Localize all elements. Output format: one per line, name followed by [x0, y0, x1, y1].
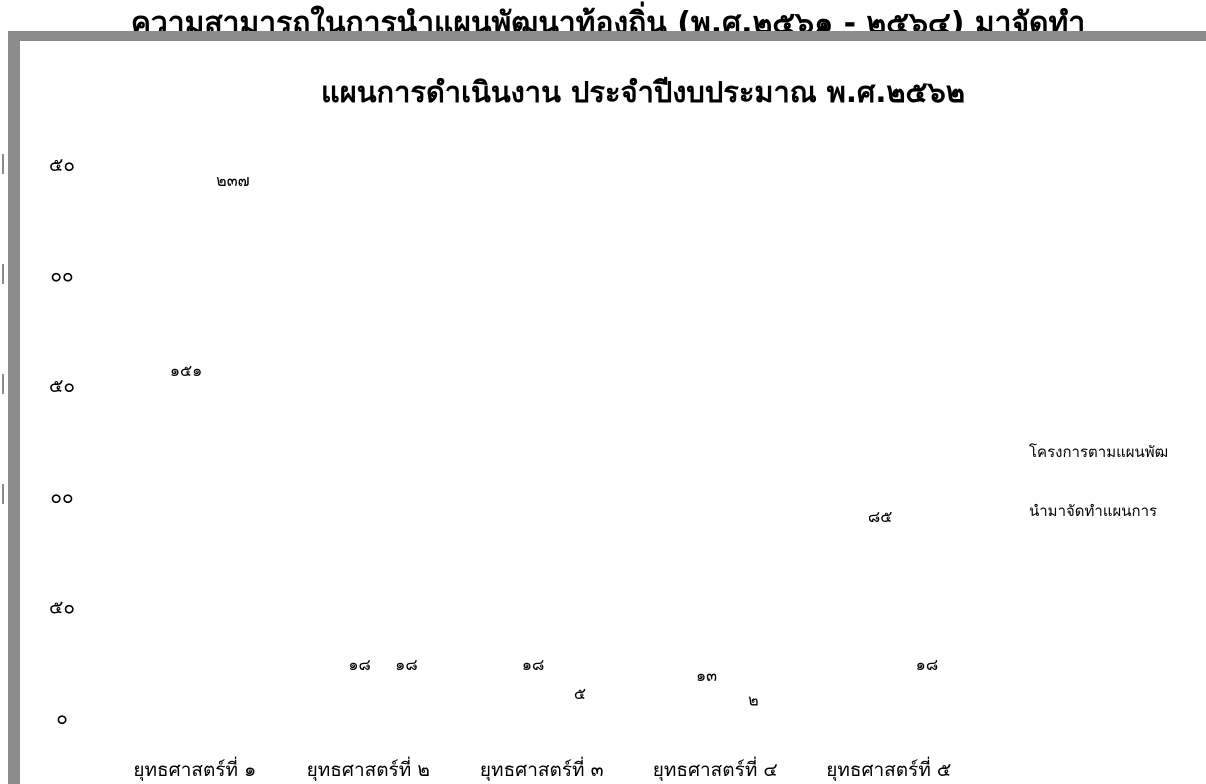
data-label: ๑๘ [395, 655, 418, 674]
y-tick-label: ๕๐ [49, 596, 75, 618]
data-label: ๘๕ [868, 507, 892, 526]
chart-frame-top [8, 31, 1206, 41]
data-label: ๑๘ [916, 655, 939, 674]
data-label: ๑๘ [348, 655, 371, 674]
chart-title: แผนการดำเนินงาน ประจำปีงบประมาณ พ.ศ.๒๕๖๒ [321, 75, 965, 109]
data-label: ๕ [574, 684, 586, 703]
data-label: ๑๕๑ [170, 361, 202, 380]
y-tick-label: ๕๐ [49, 154, 75, 176]
y-tick-label: ๐ [56, 707, 68, 729]
data-label: ๑๓ [696, 666, 717, 685]
legend-item-series-2: นำมาจัดทำแผนการ [1029, 502, 1158, 520]
x-tick-label: ยุทธศาสตร์ที่ ๑ [133, 756, 256, 782]
chart-legend: โครงการตามแผนพัฒ นำมาจัดทำแผนการ [1029, 442, 1206, 560]
data-label: ๒ [748, 691, 759, 710]
frame-stub [2, 484, 4, 504]
y-tick-label: ๕๐ [49, 375, 75, 397]
frame-stub [2, 374, 4, 394]
y-tick-label: ๐๐ [50, 265, 73, 287]
chart-frame-left [8, 31, 20, 784]
x-tick-label: ยุทธศาสตร์ที่ ๓ [480, 756, 604, 782]
x-tick-label: ยุทธศาสตร์ที่ ๒ [307, 756, 430, 782]
data-label: ๒๓๗ [216, 171, 250, 190]
x-tick-label: ยุทธศาสตร์ที่ ๔ [653, 756, 778, 782]
frame-stub [2, 264, 4, 284]
y-tick-label: ๐๐ [50, 486, 73, 508]
legend-item-series-1: โครงการตามแผนพัฒ [1029, 443, 1169, 461]
x-tick-label: ยุทธศาสตร์ที่ ๕ [826, 756, 951, 782]
data-label: ๑๘ [522, 655, 545, 674]
frame-stub [2, 154, 4, 174]
